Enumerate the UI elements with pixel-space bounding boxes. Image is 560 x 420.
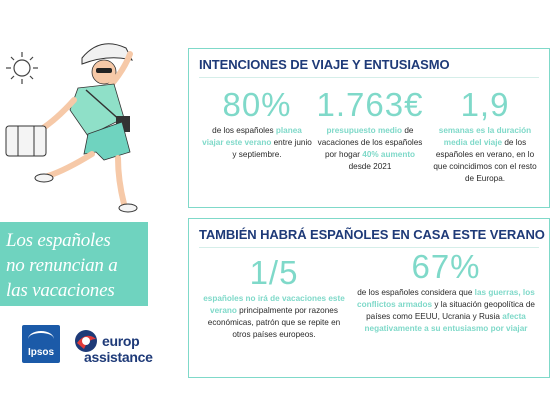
stat-duration: 1,9 semanas es la duración media del via… — [429, 87, 541, 185]
europ-assistance-mark-icon — [75, 330, 97, 352]
headline-line-2: no renuncian a — [6, 255, 118, 276]
travel-intentions-panel: INTENCIONES DE VIAJE Y ENTUSIASMO 80% de… — [188, 48, 550, 208]
stat-text: entre junio y septiembre. — [232, 138, 312, 159]
stat-text: de los españoles considera que — [357, 288, 475, 297]
section2-divider — [199, 247, 539, 248]
stat-highlight: semanas es la duración media del viaje — [438, 126, 532, 147]
stat-description: españoles no irá de vacaciones este vera… — [199, 293, 349, 341]
stat-no-vacation: 1/5 españoles no irá de vacaciones este … — [199, 255, 349, 341]
stat-text: desde 2021 — [348, 162, 392, 171]
stat-geopolitics: 67% de los españoles considera que las g… — [351, 249, 541, 335]
stat-highlight: planea viajar este verano — [202, 126, 302, 147]
stat-description: presupuesto medio de vacaciones de los e… — [315, 125, 425, 173]
stat-text: de vacaciones de los españoles por hogar — [317, 126, 423, 159]
stat-text: de los españoles en verano, en lo que co… — [433, 138, 537, 183]
stat-value: 1,9 — [460, 86, 510, 123]
stat-description: de los españoles planea viajar este vera… — [201, 125, 313, 161]
stat-text: de los españoles — [212, 126, 276, 135]
section2-title: TAMBIÉN HABRÁ ESPAÑOLES EN CASA ESTE VER… — [199, 227, 545, 242]
stat-text: y la situación geopolítica de países com… — [366, 300, 535, 321]
staying-home-panel: TAMBIÉN HABRÁ ESPAÑOLES EN CASA ESTE VER… — [188, 218, 550, 378]
traveler-illustration — [5, 43, 138, 213]
ipsos-logo-text: Ipsos — [27, 347, 55, 358]
europ-assistance-logo: europ assistance — [72, 327, 153, 367]
ipsos-curve-icon — [28, 331, 54, 347]
stat-budget: 1.763€ presupuesto medio de vacaciones d… — [315, 87, 425, 173]
stat-value: 1.763€ — [316, 86, 424, 123]
ipsos-logo: Ipsos — [22, 325, 60, 363]
europ-logo-text-2: assistance — [84, 349, 153, 365]
section1-title: INTENCIONES DE VIAJE Y ENTUSIASMO — [199, 57, 450, 72]
headline-line-1: Los españoles — [6, 230, 111, 251]
stat-highlight: 40% aumento — [362, 150, 416, 159]
stat-value: 80% — [222, 86, 292, 123]
stat-text: principalmente por razones económicas, p… — [207, 306, 341, 339]
headline-line-3: las vacaciones — [6, 280, 115, 301]
stat-travel-plan: 80% de los españoles planea viajar este … — [201, 87, 313, 161]
stat-highlight: presupuesto medio — [326, 126, 403, 135]
stat-description: de los españoles considera que las guerr… — [351, 287, 541, 335]
europ-logo-text-1: europ — [102, 333, 140, 349]
suitcase-icon — [5, 125, 47, 157]
stat-value: 1/5 — [249, 254, 299, 291]
sun-icon — [6, 52, 38, 84]
headline-box: Los españoles no renuncian a las vacacio… — [0, 222, 148, 306]
stat-description: semanas es la duración media del viaje d… — [429, 125, 541, 185]
section1-divider — [199, 77, 539, 78]
stat-highlight: las guerras, los conflictos armados — [357, 288, 535, 309]
stat-value: 67% — [411, 248, 481, 285]
stat-highlight: afecta negativamente a su entusiasmo por… — [364, 312, 528, 333]
stat-highlight: españoles no irá de vacaciones este vera… — [203, 294, 345, 315]
